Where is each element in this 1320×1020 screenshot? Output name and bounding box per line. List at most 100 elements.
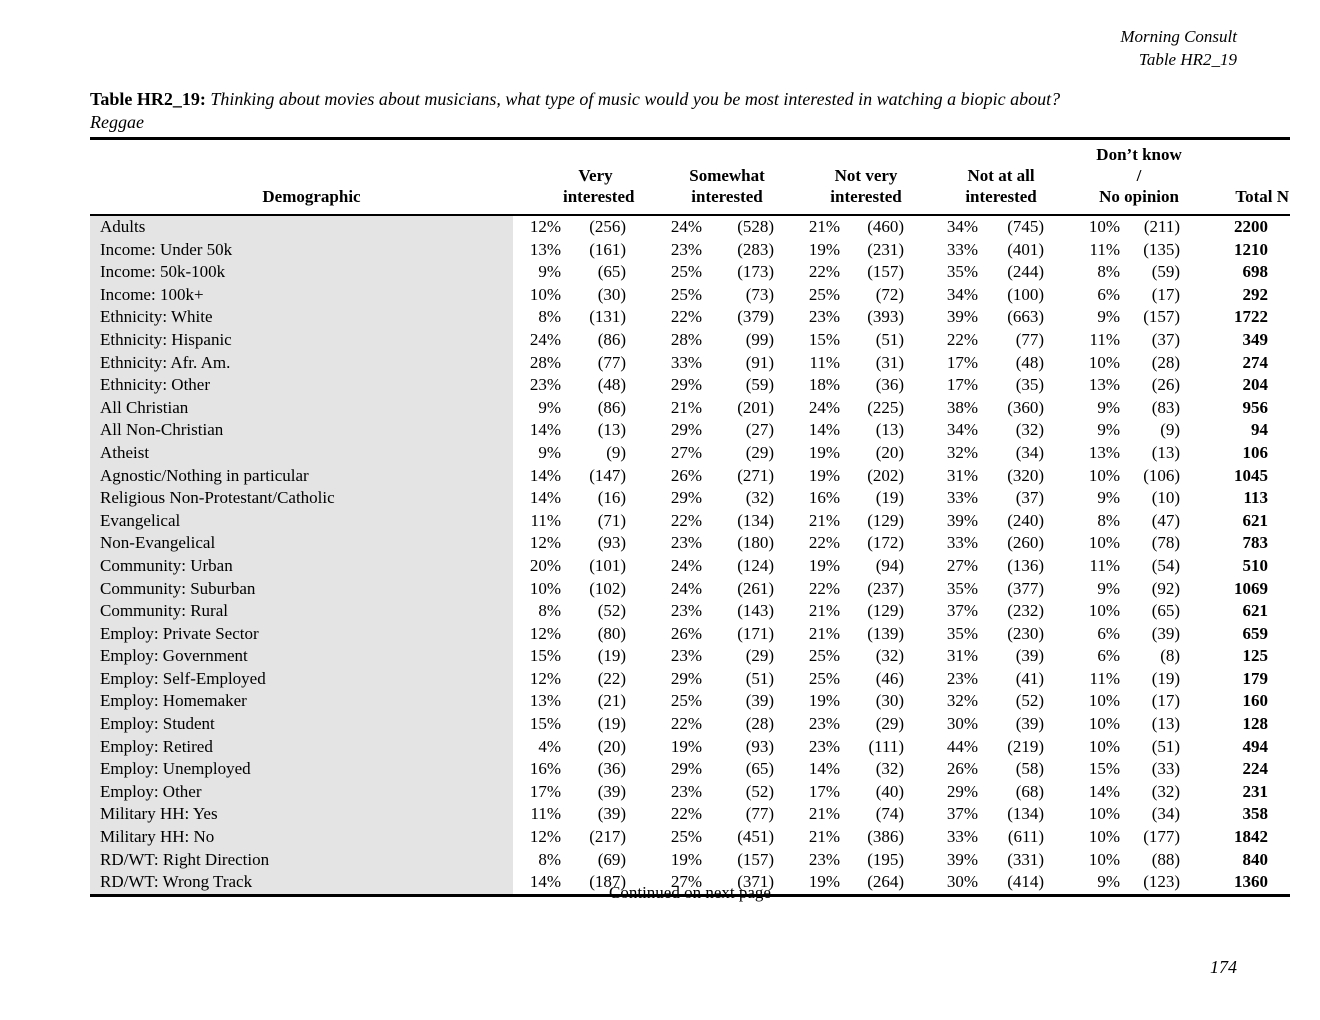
header-line-1: Not at all — [967, 166, 1035, 185]
count-cell: (386) — [867, 827, 905, 847]
count-cell: (78) — [1151, 533, 1181, 553]
percent-cell: 33% — [946, 488, 979, 508]
percent-cell: 29% — [670, 420, 703, 440]
count-cell: (86) — [597, 397, 627, 417]
percent-cell: 16% — [808, 488, 841, 508]
total-cell: 94 — [1251, 420, 1269, 440]
count-cell: (232) — [1007, 601, 1045, 621]
percent-cell: 44% — [946, 736, 979, 756]
percent-cell: 9% — [1097, 397, 1121, 417]
count-cell: (36) — [597, 759, 627, 779]
table-title-line: Table HR2_19: Thinking about movies abou… — [90, 88, 1270, 111]
header-line-1: Somewhat — [689, 166, 765, 185]
table-row: All Christian 9% (86) 21% (201) 24% (225… — [90, 396, 1290, 420]
count-cell: (28) — [745, 714, 775, 734]
percent-cell: 10% — [1088, 849, 1121, 869]
percent-cell: 21% — [670, 397, 703, 417]
percent-cell: 21% — [808, 217, 841, 236]
count-cell: (136) — [1007, 555, 1045, 575]
table-row: Community: Urban 20% (101) 24% (124) 19%… — [90, 554, 1290, 578]
count-cell: (271) — [737, 465, 775, 485]
count-cell: (46) — [875, 668, 905, 688]
table-row: Employ: Unemployed 16% (36) 29% (65) 14%… — [90, 758, 1290, 781]
count-cell: (9) — [606, 442, 627, 462]
percent-cell: 13% — [529, 691, 561, 711]
percent-cell: 25% — [670, 262, 703, 282]
continued-note: Continued on next page — [609, 883, 771, 902]
count-cell: (22) — [597, 668, 627, 688]
count-cell: (240) — [1007, 510, 1045, 530]
count-cell: (123) — [1143, 872, 1181, 892]
survey-data-table: Demographic Very interested Somewhat int… — [90, 137, 1291, 897]
count-cell: (80) — [597, 623, 627, 643]
count-cell: (225) — [867, 397, 905, 417]
percent-cell: 30% — [946, 714, 979, 734]
percent-cell: 12% — [529, 623, 561, 643]
total-cell: 1842 — [1234, 827, 1269, 847]
percent-cell: 23% — [808, 307, 841, 327]
percent-cell: 11% — [809, 352, 841, 372]
demographic-cell: RD/WT: Wrong Track — [90, 871, 513, 896]
count-cell: (157) — [737, 849, 775, 869]
total-cell: 956 — [1242, 397, 1269, 417]
table-reference: Table HR2_19 — [1138, 50, 1237, 69]
table-row: Military HH: Yes 11% (39) 22% (77) 21% (… — [90, 803, 1290, 827]
count-cell: (256) — [589, 217, 627, 236]
count-cell: (72) — [875, 284, 905, 304]
count-cell: (201) — [737, 397, 775, 417]
count-cell: (52) — [1015, 691, 1045, 711]
count-cell: (65) — [1151, 601, 1181, 621]
count-cell: (65) — [597, 262, 627, 282]
percent-cell: 12% — [529, 217, 561, 236]
header-row: Demographic Very interested Somewhat int… — [90, 138, 1291, 216]
count-cell: (29) — [875, 714, 905, 734]
count-cell: (260) — [1007, 533, 1045, 553]
demographic-cell: Employ: Other — [90, 780, 513, 804]
percent-cell: 24% — [670, 578, 703, 598]
total-cell: 1045 — [1234, 465, 1269, 485]
count-cell: (51) — [875, 329, 905, 349]
percent-cell: 21% — [808, 623, 841, 643]
count-cell: (173) — [737, 262, 775, 282]
count-cell: (59) — [1151, 262, 1181, 282]
table-row: Community: Rural 8% (52) 23% (143) 21% (… — [90, 600, 1290, 623]
percent-cell: 21% — [808, 804, 841, 824]
table-row: Income: 50k-100k 9% (65) 25% (173) 22% (… — [90, 261, 1290, 284]
count-cell: (217) — [589, 827, 627, 847]
percent-cell: 24% — [670, 555, 703, 575]
percent-cell: 15% — [808, 329, 841, 349]
percent-cell: 9% — [1097, 488, 1121, 508]
count-cell: (39) — [1015, 646, 1045, 666]
count-cell: (8) — [1160, 646, 1181, 666]
table-row: Adults 12% (256) 24% (528) 21% (460) 34%… — [90, 215, 1290, 239]
count-cell: (401) — [1007, 239, 1045, 259]
percent-cell: 17% — [529, 781, 561, 801]
count-cell: (13) — [875, 420, 905, 440]
count-cell: (94) — [875, 555, 905, 575]
total-cell: 510 — [1242, 555, 1269, 575]
count-cell: (39) — [597, 804, 627, 824]
demographic-cell: Non-Evangelical — [90, 532, 513, 555]
count-cell: (32) — [1015, 420, 1045, 440]
percent-cell: 11% — [530, 804, 561, 824]
total-cell: 274 — [1242, 352, 1269, 372]
percent-cell: 19% — [670, 736, 703, 756]
count-cell: (86) — [597, 329, 627, 349]
total-cell: 128 — [1242, 714, 1269, 734]
percent-cell: 12% — [529, 533, 561, 553]
count-cell: (219) — [1007, 736, 1045, 756]
percent-cell: 25% — [808, 646, 841, 666]
count-cell: (16) — [597, 488, 627, 508]
count-cell: (414) — [1007, 872, 1045, 892]
total-cell: 179 — [1242, 668, 1269, 688]
percent-cell: 29% — [670, 488, 703, 508]
count-cell: (177) — [1143, 827, 1181, 847]
count-cell: (161) — [589, 239, 627, 259]
count-cell: (202) — [867, 465, 905, 485]
demographic-cell: All Christian — [90, 396, 513, 420]
percent-cell: 37% — [946, 601, 979, 621]
percent-cell: 25% — [670, 284, 703, 304]
demographic-cell: Income: 50k-100k — [90, 261, 513, 284]
count-cell: (102) — [589, 578, 627, 598]
count-cell: (129) — [867, 510, 905, 530]
